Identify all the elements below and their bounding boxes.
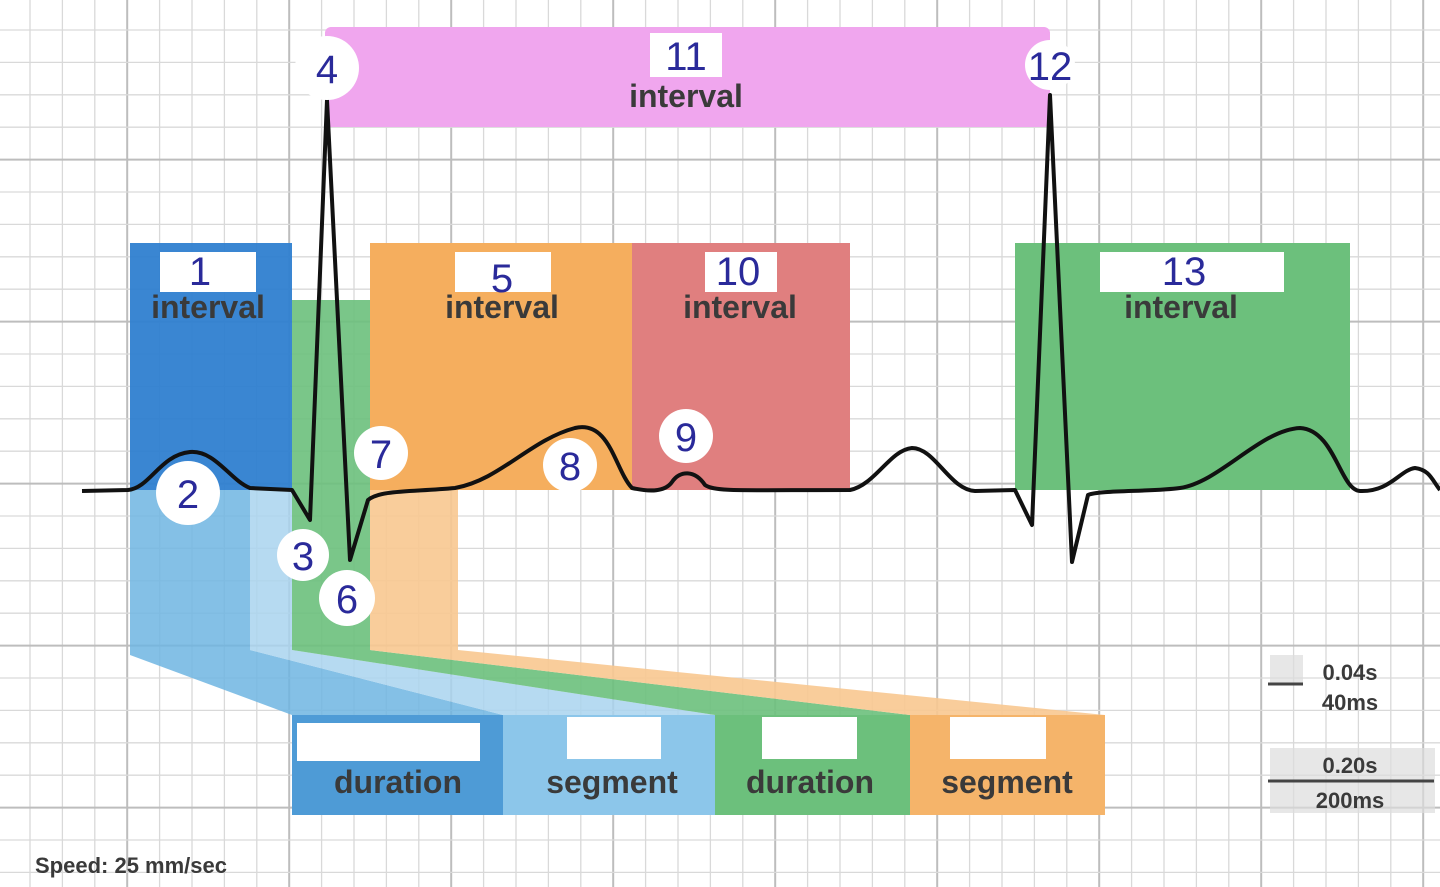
segment-word-1: segment <box>546 764 678 800</box>
interval-1-word: interval <box>151 289 265 325</box>
interval-13-word: interval <box>1124 289 1238 325</box>
scale-large-seconds: 0.20s <box>1322 753 1377 778</box>
marker-3-circle <box>277 529 329 581</box>
label-box-13 <box>1100 252 1284 292</box>
marker-4: 4 <box>316 48 338 92</box>
scale-small-ms: 40ms <box>1322 690 1378 715</box>
marker-3: 3 <box>292 535 314 579</box>
marker-6-circle <box>319 570 375 626</box>
marker-8: 8 <box>559 445 581 489</box>
blank-box-duration-1[interactable] <box>297 723 480 761</box>
marker-12: 12 <box>1028 45 1073 89</box>
speed-label: Speed: 25 mm/sec <box>35 853 227 878</box>
scale-large-ms: 200ms <box>1316 788 1385 813</box>
interval-10-word: interval <box>683 289 797 325</box>
marker-12-circle <box>1025 40 1075 90</box>
marker-8-circle <box>543 438 597 492</box>
marker-4-circle <box>295 36 359 100</box>
duration-word-2: duration <box>746 764 874 800</box>
segment-word-2: segment <box>941 764 1073 800</box>
marker-2: 2 <box>177 473 199 517</box>
marker-9: 9 <box>675 416 697 460</box>
label-box-10 <box>705 252 777 292</box>
blank-box-segment-2[interactable] <box>950 717 1046 759</box>
st-segment-band <box>370 490 1105 715</box>
blank-box-duration-2[interactable] <box>762 717 857 759</box>
marker-7: 7 <box>370 433 392 477</box>
scale-small-seconds: 0.04s <box>1322 660 1377 685</box>
label-box-11 <box>650 33 722 77</box>
marker-5: 5 <box>491 257 513 301</box>
interval-5-word: interval <box>445 289 559 325</box>
ecg-trace <box>81 93 1440 564</box>
marker-7-circle <box>354 426 408 480</box>
interval-11-word: interval <box>629 78 743 114</box>
label-box-5 <box>455 252 551 292</box>
blank-box-segment-1[interactable] <box>567 717 661 759</box>
label-box-1 <box>160 252 256 292</box>
marker-9-circle <box>659 409 713 463</box>
marker-11: 11 <box>665 35 707 79</box>
scale-small-bg <box>1270 655 1303 685</box>
marker-13: 13 <box>1162 250 1207 294</box>
duration-word-1: duration <box>334 764 462 800</box>
marker-6: 6 <box>336 578 358 622</box>
marker-10: 10 <box>716 250 761 294</box>
qrs-band <box>292 300 910 715</box>
marker-circles <box>156 36 1075 626</box>
marker-2-circle <box>156 461 220 525</box>
p-wave-band <box>130 490 503 715</box>
marker-1: 1 <box>189 250 211 294</box>
